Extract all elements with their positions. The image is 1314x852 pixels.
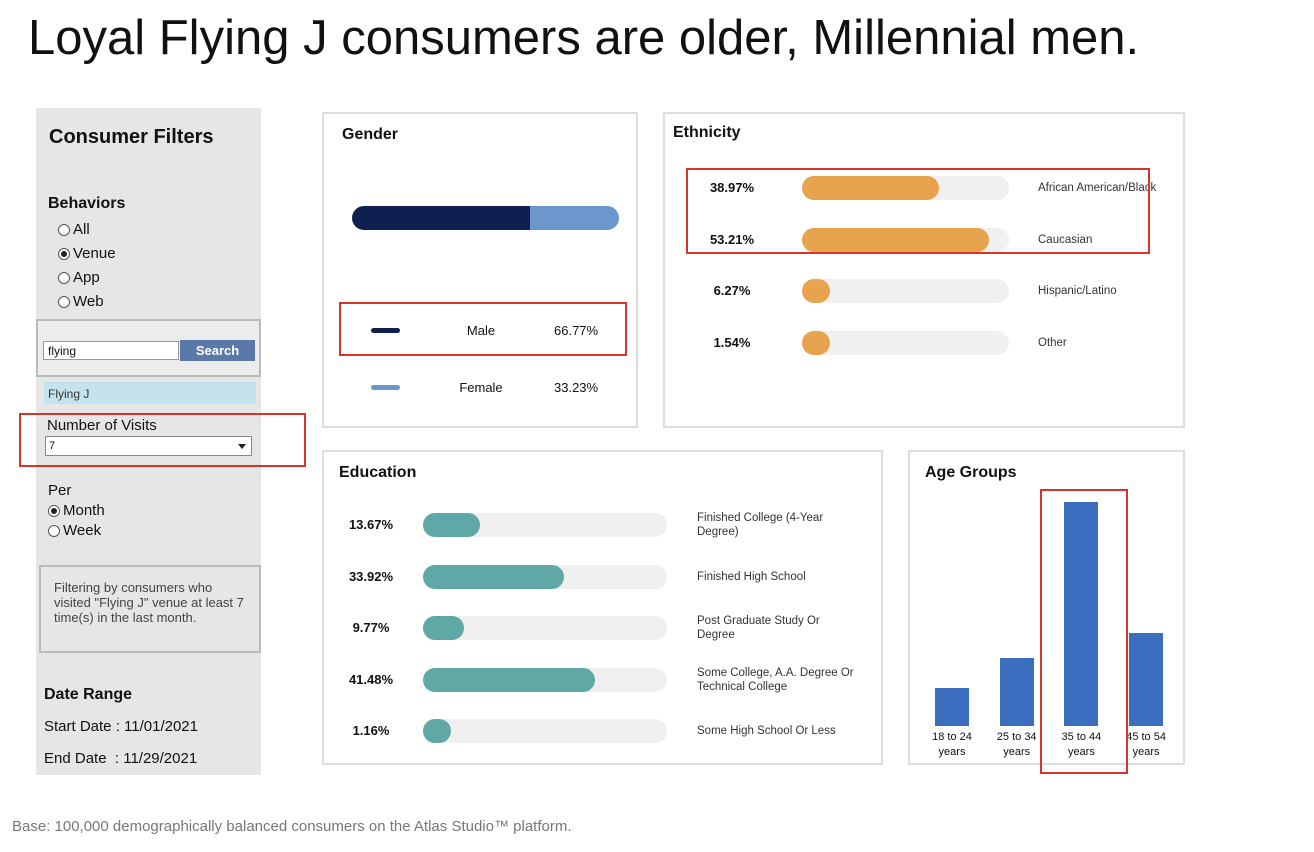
legend-label: Female <box>459 380 503 395</box>
search-result[interactable]: Flying J <box>44 382 256 404</box>
value-label: 13.67% <box>348 517 394 532</box>
x-tick-label: 45 to 54 years <box>1126 731 1166 758</box>
radio-label: Week <box>63 522 102 539</box>
radio-button[interactable] <box>58 296 70 308</box>
radio-button[interactable] <box>48 525 60 537</box>
value-label: 9.77% <box>352 620 390 635</box>
field-label: Number of Visits <box>47 417 157 434</box>
category-label: Some High School Or Less <box>697 725 836 737</box>
bar-segment <box>530 206 619 230</box>
category-label: Finished College (4-Year Degree) <box>697 512 824 538</box>
x-tick-label: 18 to 24 years <box>932 731 972 758</box>
bar-fill <box>423 667 596 692</box>
chart-title: Gender <box>342 126 399 143</box>
value-label: 38.97% <box>709 180 755 195</box>
x-tick-label: 35 to 44 years <box>1061 731 1102 758</box>
radio-label: All <box>73 221 90 238</box>
bar-fill <box>802 227 990 252</box>
value-label: 33.92% <box>348 568 394 584</box>
category-label: Caucasian <box>1038 233 1093 246</box>
bar-track <box>802 331 1009 356</box>
category-label: Some College, A.A. Degree Or Technical C… <box>697 666 854 693</box>
field-label: Per <box>48 482 72 499</box>
x-tick-label: 25 to 34 years <box>996 731 1037 758</box>
category-label: African American/Black <box>1038 182 1157 194</box>
category-label: Hispanic/Latino <box>1038 285 1117 298</box>
page-title: Loyal Flying J consumers are older, Mill… <box>28 11 1140 65</box>
bar-fill <box>423 513 480 537</box>
value-label: 1.54% <box>713 335 751 351</box>
date-text: Start Date : 11/01/2021 <box>44 718 198 735</box>
chart-title: Age Groups <box>925 464 1017 481</box>
search-button[interactable]: Search <box>180 340 255 361</box>
legend-swatch <box>371 328 400 333</box>
legend-value: 66.77% <box>554 323 599 338</box>
value-label: 41.48% <box>348 671 394 687</box>
highlight-box <box>339 302 627 356</box>
radio-dot <box>51 508 57 514</box>
highlight-box <box>19 413 306 467</box>
category-label: Post Graduate Study Or Degree <box>697 615 820 641</box>
highlight-box <box>686 168 1150 254</box>
value-label: 6.27% <box>713 283 751 299</box>
category-label: Other <box>1038 337 1067 350</box>
bar-track <box>423 616 667 640</box>
chart-panel: Gender Male 66.77% Female 33.23% <box>322 112 638 428</box>
value-label: 53.21% <box>709 231 755 247</box>
radio-button[interactable] <box>58 272 70 284</box>
radio-label: Venue <box>73 245 116 262</box>
stacked-bar <box>352 206 619 230</box>
section-label: Behaviors <box>48 195 126 212</box>
bar-track <box>802 279 1009 304</box>
bar <box>999 658 1034 726</box>
radio-button[interactable] <box>58 224 70 236</box>
bar-fill <box>423 719 451 743</box>
highlight-box <box>1040 489 1128 774</box>
value-label: 1.16% <box>352 723 390 738</box>
chart-panel: Age Groups 18 to 24 years 25 to 34 years 35… <box>908 450 1185 765</box>
radio-label: Web <box>73 293 104 310</box>
radio-label: Month <box>63 502 105 519</box>
bar-fill <box>423 564 564 589</box>
bar-segment <box>352 206 531 230</box>
bar-track <box>423 719 667 743</box>
chart-title: Education <box>339 464 417 481</box>
chart-title: Ethnicity <box>673 124 741 141</box>
bar-fill <box>802 279 830 304</box>
visits-select[interactable]: 7 <box>45 436 252 456</box>
bar <box>935 687 969 726</box>
search-input[interactable]: flying <box>43 341 179 360</box>
filter-note: Filtering by consumers who visited "Flyi… <box>39 565 261 653</box>
chart-panel: Ethnicity 38.97% African American/Black 53.… <box>663 112 1185 428</box>
bar-fill <box>802 176 940 200</box>
bar <box>1064 502 1099 726</box>
date-text: End Date : 11/29/2021 <box>44 750 198 767</box>
legend-value: 33.23% <box>554 380 599 395</box>
chart-panel: Education 13.67% Finished College (4-Year … <box>322 450 883 765</box>
bar-fill <box>423 616 464 640</box>
bar <box>1129 633 1164 726</box>
dropdown-arrow <box>238 444 246 449</box>
sidebar-title: Consumer Filters <box>49 126 214 148</box>
bar-fill <box>802 331 830 356</box>
radio-label: App <box>73 269 100 286</box>
radio-dot <box>61 251 67 257</box>
legend-label: Male <box>466 323 496 338</box>
footer-note: Base: 100,000 demographically balanced c… <box>12 818 572 835</box>
legend-swatch <box>371 385 400 390</box>
category-label: Finished High School <box>697 570 806 583</box>
section-label: Date Range <box>44 686 133 703</box>
